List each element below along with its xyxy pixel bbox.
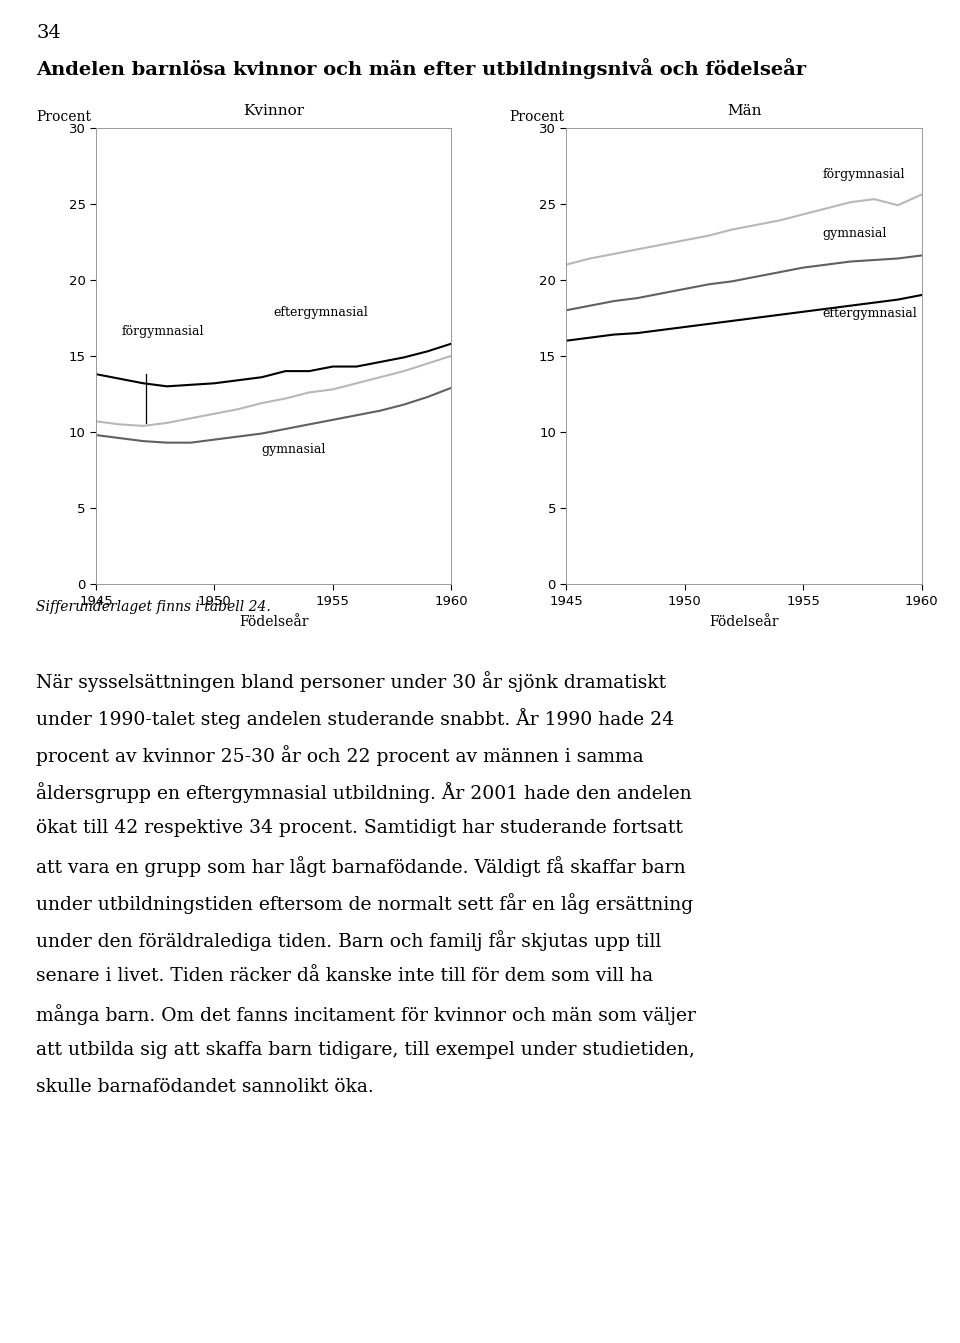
Text: procent av kvinnor 25-30 år och 22 procent av männen i samma: procent av kvinnor 25-30 år och 22 proce… <box>36 745 644 767</box>
Text: förgymnasial: förgymnasial <box>122 325 204 337</box>
Text: under 1990-talet steg andelen studerande snabbt. År 1990 hade 24: under 1990-talet steg andelen studerande… <box>36 709 675 729</box>
Text: Män: Män <box>727 105 761 118</box>
Text: eftergymnasial: eftergymnasial <box>274 306 369 320</box>
Text: skulle barnafödandet sannolikt öka.: skulle barnafödandet sannolikt öka. <box>36 1077 374 1096</box>
Text: att utbilda sig att skaffa barn tidigare, till exempel under studietiden,: att utbilda sig att skaffa barn tidigare… <box>36 1041 695 1058</box>
Text: under utbildningstiden eftersom de normalt sett får en låg ersättning: under utbildningstiden eftersom de norma… <box>36 893 694 915</box>
Text: åldersgrupp en eftergymnasial utbildning. År 2001 hade den andelen: åldersgrupp en eftergymnasial utbildning… <box>36 782 692 803</box>
Text: Kvinnor: Kvinnor <box>243 105 304 118</box>
Text: gymnasial: gymnasial <box>822 227 886 240</box>
Text: Andelen barnlösa kvinnor och män efter utbildningsnivå och födelseår: Andelen barnlösa kvinnor och män efter u… <box>36 58 806 79</box>
Text: När sysselsättningen bland personer under 30 år sjönk dramatiskt: När sysselsättningen bland personer unde… <box>36 672 666 693</box>
Text: Procent: Procent <box>36 110 91 124</box>
Text: eftergymnasial: eftergymnasial <box>822 308 917 320</box>
Text: Procent: Procent <box>509 110 564 124</box>
Text: Sifferunderlaget finns i tabell 24.: Sifferunderlaget finns i tabell 24. <box>36 600 272 614</box>
Text: många barn. Om det fanns incitament för kvinnor och män som väljer: många barn. Om det fanns incitament för … <box>36 1005 696 1025</box>
Text: att vara en grupp som har lågt barnafödande. Väldigt få skaffar barn: att vara en grupp som har lågt barnaföda… <box>36 857 686 877</box>
Text: gymnasial: gymnasial <box>262 443 326 455</box>
X-axis label: Födelseår: Födelseår <box>709 615 779 629</box>
Text: förgymnasial: förgymnasial <box>822 168 904 181</box>
Text: senare i livet. Tiden räcker då kanske inte till för dem som vill ha: senare i livet. Tiden räcker då kanske i… <box>36 967 654 984</box>
Text: ökat till 42 respektive 34 procent. Samtidigt har studerande fortsatt: ökat till 42 respektive 34 procent. Samt… <box>36 819 684 837</box>
Text: under den föräldralediga tiden. Barn och familj får skjutas upp till: under den föräldralediga tiden. Barn och… <box>36 929 661 951</box>
X-axis label: Födelseår: Födelseår <box>239 615 308 629</box>
Text: 34: 34 <box>36 24 61 42</box>
